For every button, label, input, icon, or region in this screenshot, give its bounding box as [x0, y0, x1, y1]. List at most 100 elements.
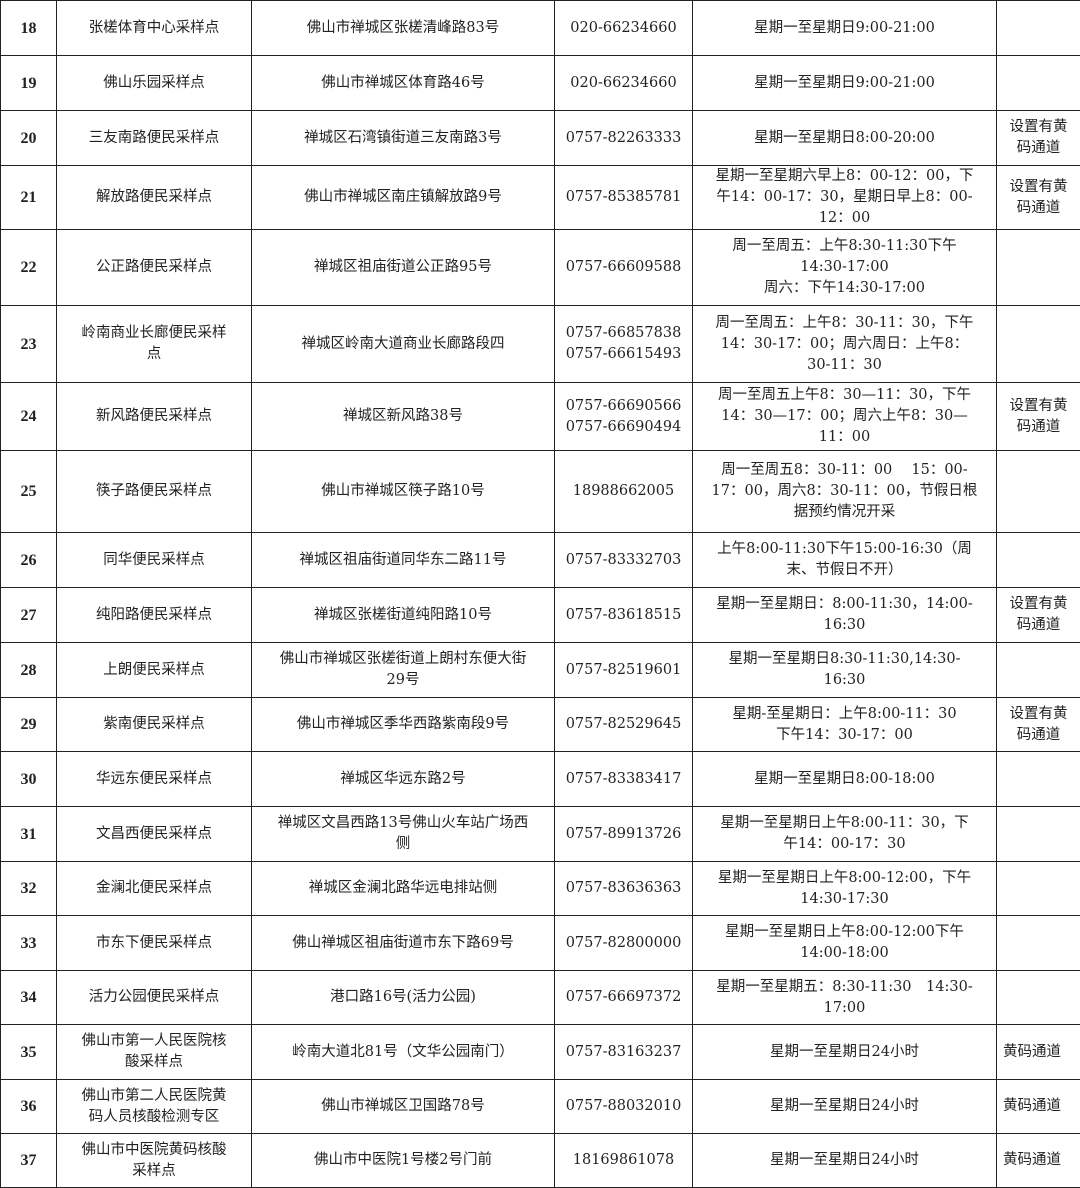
site-hours: 星期一至星期日8:30-11:30,14:30- 16:30	[693, 643, 997, 698]
site-hours: 星期一至星期日上午8:00-11：30，下 午14：00-17：30	[693, 807, 997, 862]
row-number: 26	[1, 533, 57, 588]
site-note: 设置有黄 码通道	[997, 383, 1080, 451]
site-address: 港口路16号(活力公园)	[252, 971, 555, 1025]
site-hours: 周一至周五8：30-11：00 15：00- 17：00，周六8：30-11：0…	[693, 451, 997, 533]
site-hours: 星期一至星期日24小时	[693, 1025, 997, 1080]
site-address: 禅城区祖庙街道同华东二路11号	[252, 533, 555, 588]
site-note	[997, 306, 1080, 383]
site-note: 黄码通道	[997, 1080, 1080, 1134]
site-phone: 0757-66609588	[555, 230, 693, 306]
site-note	[997, 643, 1080, 698]
site-phone: 020-66234660	[555, 1, 693, 56]
site-name: 解放路便民采样点	[57, 166, 252, 230]
site-phone: 020-66234660	[555, 56, 693, 111]
site-phone: 0757-82263333	[555, 111, 693, 166]
site-hours: 星期一至星期日24小时	[693, 1134, 997, 1188]
site-note	[997, 451, 1080, 533]
site-address: 佛山市禅城区体育路46号	[252, 56, 555, 111]
site-address: 佛山市禅城区张槎街道上朗村东便大街 29号	[252, 643, 555, 698]
site-address: 禅城区岭南大道商业长廊路段四	[252, 306, 555, 383]
site-name: 同华便民采样点	[57, 533, 252, 588]
row-number: 28	[1, 643, 57, 698]
site-note	[997, 533, 1080, 588]
site-address: 佛山市中医院1号楼2号门前	[252, 1134, 555, 1188]
site-hours: 星期一至星期日24小时	[693, 1080, 997, 1134]
site-phone: 0757-83383417	[555, 752, 693, 807]
site-name: 上朗便民采样点	[57, 643, 252, 698]
site-hours: 星期一至星期日9:00-21:00	[693, 1, 997, 56]
site-address: 佛山市禅城区南庄镇解放路9号	[252, 166, 555, 230]
site-name: 佛山市第二人民医院黄 码人员核酸检测专区	[57, 1080, 252, 1134]
row-number: 31	[1, 807, 57, 862]
site-hours: 星期一至星期日8:00-18:00	[693, 752, 997, 807]
site-address: 佛山市禅城区张槎清峰路83号	[252, 1, 555, 56]
site-name: 佛山乐园采样点	[57, 56, 252, 111]
row-number: 22	[1, 230, 57, 306]
site-name: 佛山市第一人民医院核 酸采样点	[57, 1025, 252, 1080]
row-number: 23	[1, 306, 57, 383]
row-number: 32	[1, 862, 57, 916]
site-name: 佛山市中医院黄码核酸 采样点	[57, 1134, 252, 1188]
row-number: 36	[1, 1080, 57, 1134]
site-hours: 上午8:00-11:30下午15:00-16:30（周 末、节假日不开）	[693, 533, 997, 588]
site-address: 禅城区华远东路2号	[252, 752, 555, 807]
row-number: 18	[1, 1, 57, 56]
site-address: 禅城区张槎街道纯阳路10号	[252, 588, 555, 643]
row-number: 25	[1, 451, 57, 533]
site-hours: 星期一至星期六早上8：00-12：00，下 午14：00-17：30，星期日早上…	[693, 166, 997, 230]
site-phone: 0757-83636363	[555, 862, 693, 916]
site-name: 张槎体育中心采样点	[57, 1, 252, 56]
site-name: 华远东便民采样点	[57, 752, 252, 807]
site-hours: 星期一至星期日上午8:00-12:00，下午 14:30-17:30	[693, 862, 997, 916]
site-name: 文昌西便民采样点	[57, 807, 252, 862]
row-number: 29	[1, 698, 57, 752]
site-note	[997, 971, 1080, 1025]
site-hours: 星期一至星期五：8:30-11:30 14:30- 17:00	[693, 971, 997, 1025]
site-phone: 0757-66697372	[555, 971, 693, 1025]
site-address: 岭南大道北81号（文华公园南门）	[252, 1025, 555, 1080]
site-address: 禅城区文昌西路13号佛山火车站广场西 侧	[252, 807, 555, 862]
site-note	[997, 807, 1080, 862]
row-number: 24	[1, 383, 57, 451]
site-note	[997, 752, 1080, 807]
site-phone: 0757-83163237	[555, 1025, 693, 1080]
site-name: 纯阳路便民采样点	[57, 588, 252, 643]
row-number: 20	[1, 111, 57, 166]
site-address: 禅城区新风路38号	[252, 383, 555, 451]
site-note: 设置有黄 码通道	[997, 166, 1080, 230]
row-number: 37	[1, 1134, 57, 1188]
site-address: 佛山市禅城区季华西路紫南段9号	[252, 698, 555, 752]
row-number: 27	[1, 588, 57, 643]
site-note: 设置有黄 码通道	[997, 698, 1080, 752]
site-address: 禅城区石湾镇街道三友南路3号	[252, 111, 555, 166]
site-note: 设置有黄 码通道	[997, 111, 1080, 166]
row-number: 21	[1, 166, 57, 230]
site-phone: 0757-82529645	[555, 698, 693, 752]
site-address: 佛山市禅城区筷子路10号	[252, 451, 555, 533]
site-phone: 0757-89913726	[555, 807, 693, 862]
site-name: 活力公园便民采样点	[57, 971, 252, 1025]
site-hours: 星期一至星期日上午8:00-12:00下午 14:00-18:00	[693, 916, 997, 971]
site-name: 新风路便民采样点	[57, 383, 252, 451]
site-phone: 18169861078	[555, 1134, 693, 1188]
row-number: 35	[1, 1025, 57, 1080]
site-hours: 周一至周五：上午8：30-11：30，下午 14：30-17：00；周六周日：上…	[693, 306, 997, 383]
site-phone: 0757-82519601	[555, 643, 693, 698]
site-hours: 星期一至星期日：8:00-11:30，14:00- 16:30	[693, 588, 997, 643]
site-name: 紫南便民采样点	[57, 698, 252, 752]
site-note: 黄码通道	[997, 1025, 1080, 1080]
